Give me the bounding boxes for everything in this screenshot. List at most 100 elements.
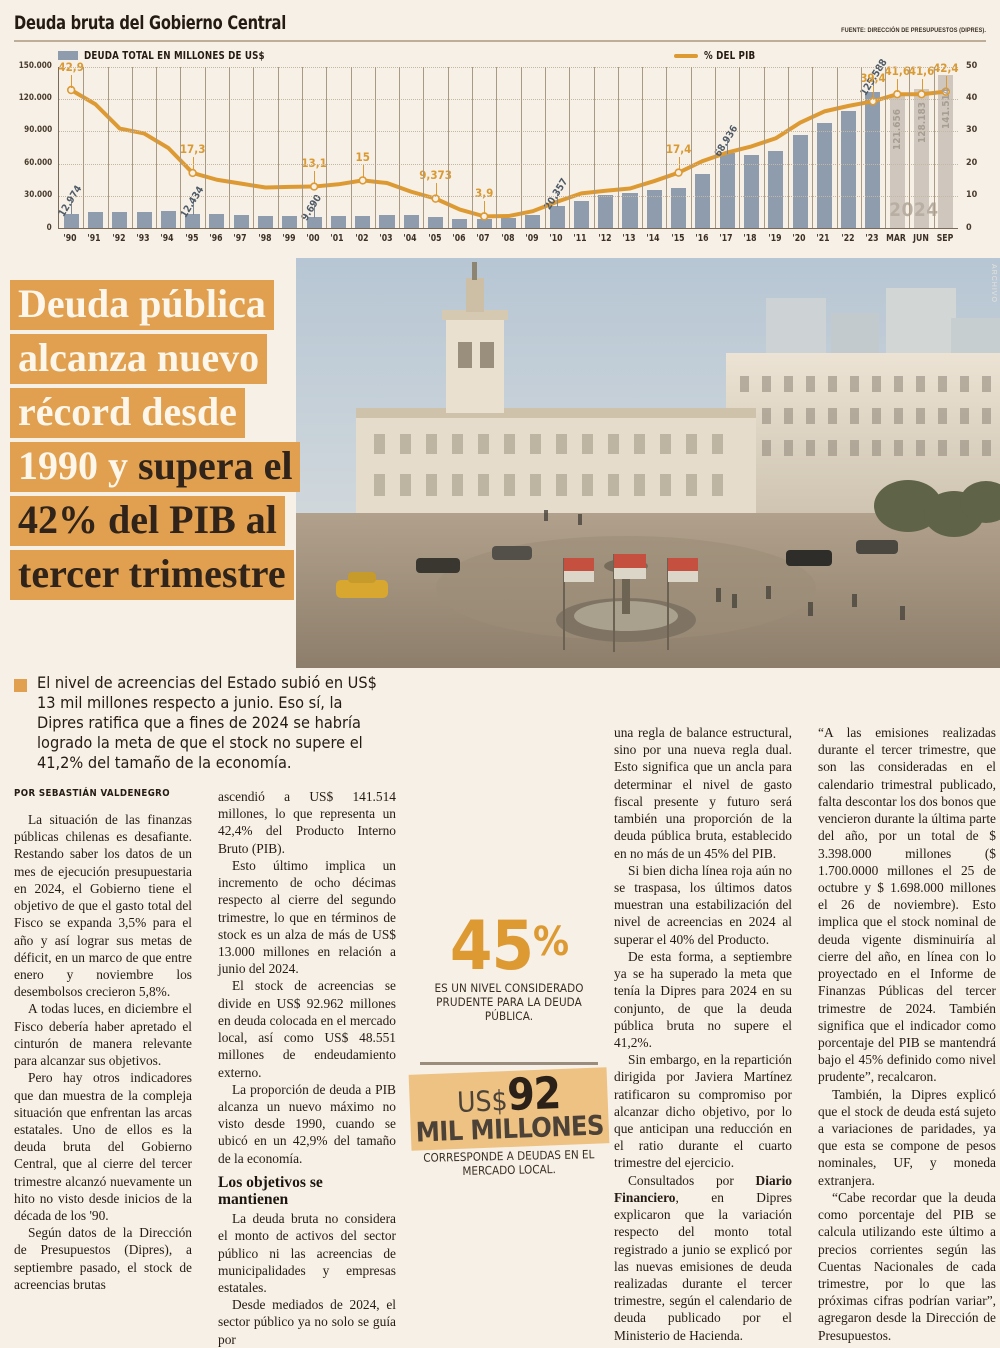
- grid-vline: [423, 66, 425, 228]
- y2-tick-label: 30: [966, 125, 978, 136]
- line-value-label: 3,9: [475, 185, 494, 200]
- y2-tick-label: 40: [966, 92, 978, 103]
- x-tick-label: '00: [306, 232, 320, 244]
- bar: [306, 217, 322, 228]
- paragraph: Desde mediados de 2024, el sector públic…: [218, 1297, 396, 1347]
- x-tick-label: '17: [719, 232, 733, 244]
- x-tick-label: '07: [476, 232, 490, 244]
- x-tick-label: '06: [452, 232, 466, 244]
- bar: [87, 211, 103, 228]
- x-tick-label: '02: [355, 232, 369, 244]
- x-tick-label: '19: [768, 232, 782, 244]
- x-tick-label: '11: [573, 232, 587, 244]
- paragraph: una regla de balance estructural, sino p…: [614, 725, 792, 861]
- x-axis-labels: '90 '91 '92 '93 '94 '95 '96 '97 '98 '99 '00 '01 '02 '…: [58, 233, 958, 253]
- x-tick-label: '15: [670, 232, 685, 244]
- photo-credit: ARCHIVO: [990, 264, 997, 303]
- bullet-square-icon: [14, 679, 27, 692]
- bar: [355, 215, 371, 228]
- grid-vline: [739, 66, 741, 228]
- bar: [500, 218, 517, 228]
- x-tick-label: '21: [816, 232, 830, 244]
- fact-92-band: US$92 MIL MILLONES: [408, 1067, 610, 1151]
- grid-vline: [253, 66, 255, 228]
- x-tick-label: '96: [209, 232, 223, 244]
- byline: POR SEBASTIÁN VALDENEGRO: [14, 788, 170, 799]
- line-value-label: 17,3: [179, 142, 206, 157]
- y-tick-label: 60.000: [23, 157, 52, 168]
- lede-block: El nivel de acreencias del Estado subió …: [14, 673, 392, 773]
- percent-sign: %: [533, 919, 569, 965]
- bar: [889, 96, 905, 228]
- fact-92-unit: MIL MILLONES: [415, 1110, 605, 1149]
- fact-45-number: 45%: [414, 913, 604, 981]
- bar: [938, 74, 954, 228]
- x-tick-label: '09: [525, 232, 539, 244]
- bar: [816, 122, 832, 228]
- x-tick-label: '10: [549, 232, 563, 244]
- bar: [743, 155, 759, 228]
- line-value-label: 9,373: [419, 168, 452, 183]
- grid-vline: [812, 66, 814, 228]
- grid-vline: [204, 66, 206, 228]
- legend-line: % DEL PIB: [674, 50, 760, 62]
- x-tick-label: '95: [185, 232, 199, 244]
- line-value-label: 17,4: [665, 142, 692, 157]
- headline-line-5: 42% del PIB al: [10, 496, 285, 546]
- grid-vline: [156, 66, 158, 228]
- label-stem: [921, 78, 923, 92]
- bar: [792, 134, 808, 228]
- bar: [136, 211, 152, 228]
- x-tick-label: '08: [500, 232, 515, 244]
- bar: [695, 173, 711, 228]
- bar: [671, 188, 687, 228]
- x-tick-label: '01: [330, 232, 344, 244]
- bar: [233, 215, 249, 228]
- y-tick-label: 120.000: [18, 92, 52, 103]
- label-stem: [314, 171, 316, 185]
- x-tick-label: '03: [379, 232, 393, 244]
- x-tick-label: '04: [403, 232, 417, 244]
- bar: [452, 218, 468, 228]
- gridline: [59, 196, 958, 198]
- x-tick-label: MAR: [886, 232, 907, 244]
- x-tick-label: '20: [792, 232, 806, 244]
- x-tick-label: '05: [428, 232, 442, 244]
- chart-title: Deuda bruta del Gobierno Central: [14, 12, 287, 34]
- x-tick-label: '97: [233, 232, 247, 244]
- grid-vline: [787, 66, 789, 228]
- grid-vline: [180, 66, 182, 228]
- paragraph: Si bien dicha línea roja aún no se trasp…: [614, 862, 792, 947]
- grid-vline: [472, 66, 474, 228]
- hero-section: ARCHIVO Deuda pública alcanza nuevo réco…: [0, 258, 1000, 772]
- paragraph: La situación de las finanzas públicas ch…: [14, 812, 192, 1000]
- x-tick-label: '16: [695, 232, 709, 244]
- paragraph: A todas luces, en diciembre el Fisco deb…: [14, 1001, 192, 1069]
- label-stem: [435, 183, 437, 197]
- article-column-2: ascendió a US$ 141.514 millones, lo que …: [218, 788, 396, 1348]
- grid-vline: [666, 66, 668, 228]
- paragraph: Sin embargo, en la repartición dirigida …: [614, 1052, 792, 1171]
- brand-name: Diario Financiero: [614, 1172, 792, 1205]
- line-value-label: 15: [355, 149, 370, 164]
- bar: [768, 151, 784, 228]
- legend-bar-swatch: [58, 51, 78, 60]
- article-column-4: “A las emisiones realizadas durante el t…: [818, 724, 996, 1344]
- label-stem: [362, 164, 364, 178]
- header-divider: [14, 40, 986, 42]
- fact-divider: [420, 1062, 598, 1065]
- bar-value-label: 141.514: [940, 87, 952, 129]
- paragraph: ascendió a US$ 141.514 millones, lo que …: [218, 789, 396, 856]
- label-stem: [484, 200, 486, 214]
- fact-92-caption: CORRESPONDE A DEUDAS EN EL MERCADO LOCAL…: [423, 1146, 595, 1178]
- fact-45-value: 45: [449, 907, 534, 986]
- legend-line-swatch: [674, 53, 698, 58]
- gridline: [59, 98, 958, 100]
- grid-vline: [326, 66, 328, 228]
- paragraph: El stock de acreencias se divide en US$ …: [218, 978, 396, 1080]
- x-tick-label: '13: [622, 232, 636, 244]
- headline-line-3: récord desde: [10, 388, 245, 438]
- y-tick-label: 0: [46, 222, 52, 233]
- grid-vline: [496, 66, 498, 228]
- grid-vline: [301, 66, 303, 228]
